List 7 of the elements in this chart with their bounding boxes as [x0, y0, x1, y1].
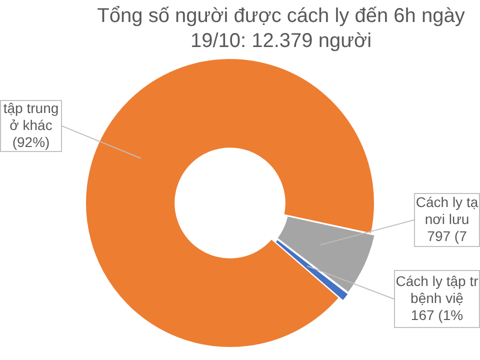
slice-label: Cách ly tập tr bệnh việ	[396, 272, 479, 306]
data-label: (92%)	[12, 134, 50, 150]
slice-label: tập trung ở khác	[3, 100, 59, 133]
data-label: 167 (1%	[410, 306, 464, 323]
data-label: 797 (7	[427, 228, 468, 244]
slice-label: Cách ly tạ nơi lưu	[416, 194, 478, 227]
chart-title: Tổng số người được cách ly đến 6h ngày 19/10: 12.379 người	[96, 4, 466, 54]
